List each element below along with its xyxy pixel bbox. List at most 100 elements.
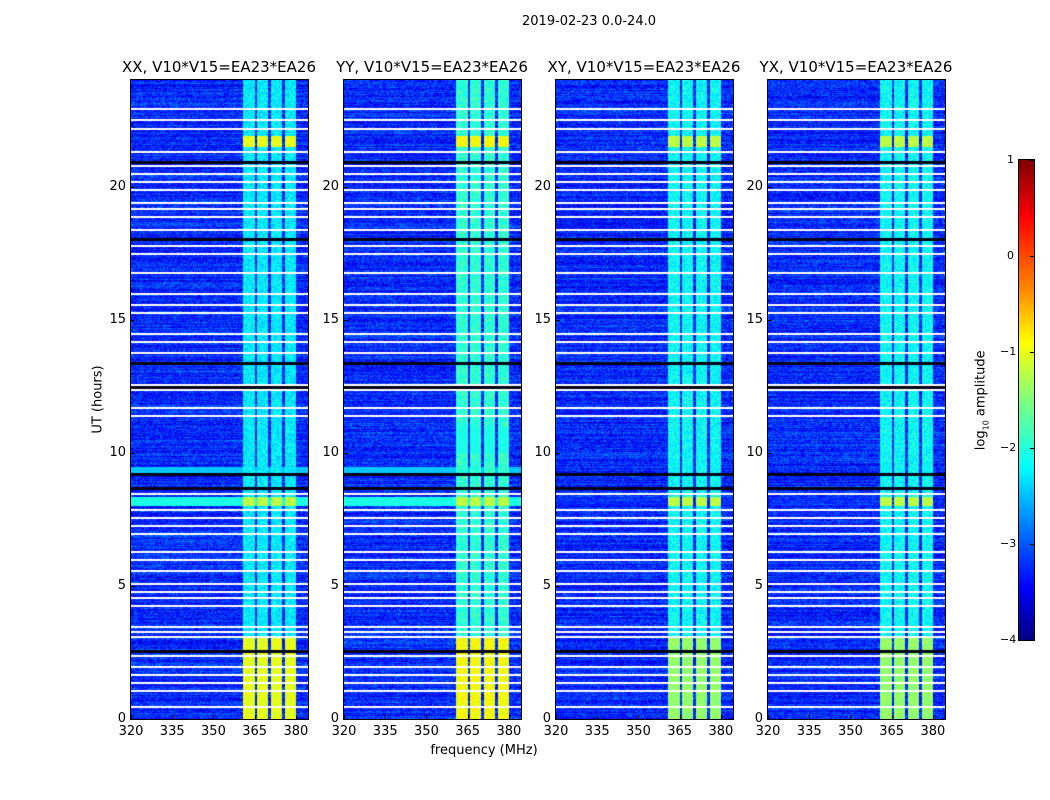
x-tick-label: 380 (283, 724, 309, 739)
y-tick-label: 10 (109, 444, 126, 460)
x-tick-label: 320 (755, 724, 781, 739)
y-tick-mark (344, 719, 348, 720)
panel-title: YY, V10*V15=EA23*EA26 (336, 58, 528, 76)
x-tick-label: 350 (414, 724, 439, 739)
x-tick-mark (556, 715, 557, 719)
heatmap-image (131, 80, 308, 719)
y-tick-mark (556, 719, 560, 720)
colorbar-tick-mark (1030, 352, 1034, 353)
x-tick-label: 350 (201, 724, 226, 739)
x-tick-label: 335 (159, 724, 185, 739)
colorbar-label: log10 amplitude (973, 350, 991, 451)
y-tick-mark (131, 186, 135, 188)
y-tick-mark (344, 186, 348, 188)
x-tick-label: 350 (838, 724, 863, 739)
x-tick-label: 335 (372, 724, 398, 739)
y-tick-mark (768, 585, 772, 587)
panel-title: XY, V10*V15=EA23*EA26 (547, 58, 741, 76)
x-tick-mark (891, 715, 893, 719)
y-tick-label: 0 (330, 711, 339, 726)
colorbar-tick-mark (1030, 448, 1034, 449)
panel-title: YX, V10*V15=EA23*EA26 (759, 58, 953, 76)
x-tick-mark (932, 715, 934, 719)
y-tick-label: 0 (117, 711, 126, 726)
heatmap-panel (555, 79, 734, 720)
colorbar-tick-label: 1 (1007, 153, 1014, 166)
x-tick-label: 380 (708, 724, 734, 739)
y-tick-label: 20 (534, 178, 551, 194)
y-tick-mark (131, 319, 135, 321)
x-tick-label: 335 (796, 724, 822, 739)
x-axis-label: frequency (MHz) (430, 743, 538, 758)
y-tick-label: 20 (746, 178, 763, 194)
y-tick-label: 5 (754, 577, 763, 593)
x-tick-mark (850, 715, 852, 719)
x-tick-label: 335 (584, 724, 610, 739)
y-tick-label: 15 (109, 311, 126, 327)
heatmap-image (768, 80, 945, 719)
y-tick-mark (344, 452, 348, 454)
x-tick-mark (254, 715, 256, 719)
x-tick-mark (679, 715, 681, 719)
x-tick-mark (638, 715, 640, 719)
y-tick-label: 0 (542, 711, 551, 726)
colorbar-tick-label: −4 (1000, 633, 1017, 646)
y-tick-mark (131, 719, 135, 720)
y-tick-label: 0 (754, 711, 763, 726)
x-tick-label: 365 (879, 724, 905, 739)
heatmap-panel (343, 79, 522, 720)
y-tick-label: 5 (542, 577, 551, 593)
y-tick-mark (131, 585, 135, 587)
x-tick-label: 380 (920, 724, 946, 739)
panel-title: XX, V10*V15=EA23*EA26 (121, 58, 316, 76)
x-tick-mark (720, 715, 722, 719)
colorbar-tick-label: −1 (1000, 345, 1017, 358)
y-tick-label: 20 (322, 178, 339, 194)
x-tick-label: 365 (242, 724, 268, 739)
y-tick-label: 15 (534, 311, 551, 327)
x-tick-label: 380 (496, 724, 522, 739)
colorbar (1018, 159, 1035, 641)
y-tick-label: 10 (322, 444, 339, 460)
x-tick-mark (213, 715, 215, 719)
x-tick-label: 320 (118, 724, 144, 739)
y-tick-mark (131, 452, 135, 454)
colorbar-tick-mark (1030, 256, 1034, 257)
x-tick-label: 320 (331, 724, 357, 739)
figure-title: 2019-02-23 0.0-24.0 (522, 14, 656, 29)
colorbar-tick-mark (1030, 640, 1034, 641)
x-tick-label: 365 (455, 724, 481, 739)
x-tick-mark (295, 715, 297, 719)
y-tick-label: 15 (322, 311, 339, 327)
x-tick-mark (809, 715, 811, 719)
x-tick-mark (508, 715, 510, 719)
x-tick-mark (467, 715, 469, 719)
colorbar-tick-mark (1030, 544, 1034, 545)
y-tick-label: 10 (746, 444, 763, 460)
y-tick-mark (344, 585, 348, 587)
heatmap-image (556, 80, 733, 719)
x-tick-mark (768, 715, 769, 719)
x-tick-mark (344, 715, 345, 719)
y-tick-mark (556, 452, 560, 454)
heatmap-panel (767, 79, 946, 720)
y-tick-mark (768, 452, 772, 454)
x-tick-label: 320 (543, 724, 569, 739)
x-tick-mark (172, 715, 174, 719)
y-tick-label: 20 (109, 178, 126, 194)
y-tick-label: 10 (534, 444, 551, 460)
y-tick-mark (556, 585, 560, 587)
y-tick-label: 15 (746, 311, 763, 327)
y-tick-label: 5 (330, 577, 339, 593)
x-tick-mark (426, 715, 428, 719)
heatmap-image (344, 80, 521, 719)
x-tick-mark (597, 715, 599, 719)
y-tick-mark (556, 186, 560, 188)
colorbar-tick-label: −2 (1000, 441, 1017, 454)
y-tick-mark (768, 186, 772, 188)
x-tick-mark (131, 715, 132, 719)
y-tick-mark (768, 719, 772, 720)
x-tick-mark (385, 715, 387, 719)
y-tick-mark (344, 319, 348, 321)
